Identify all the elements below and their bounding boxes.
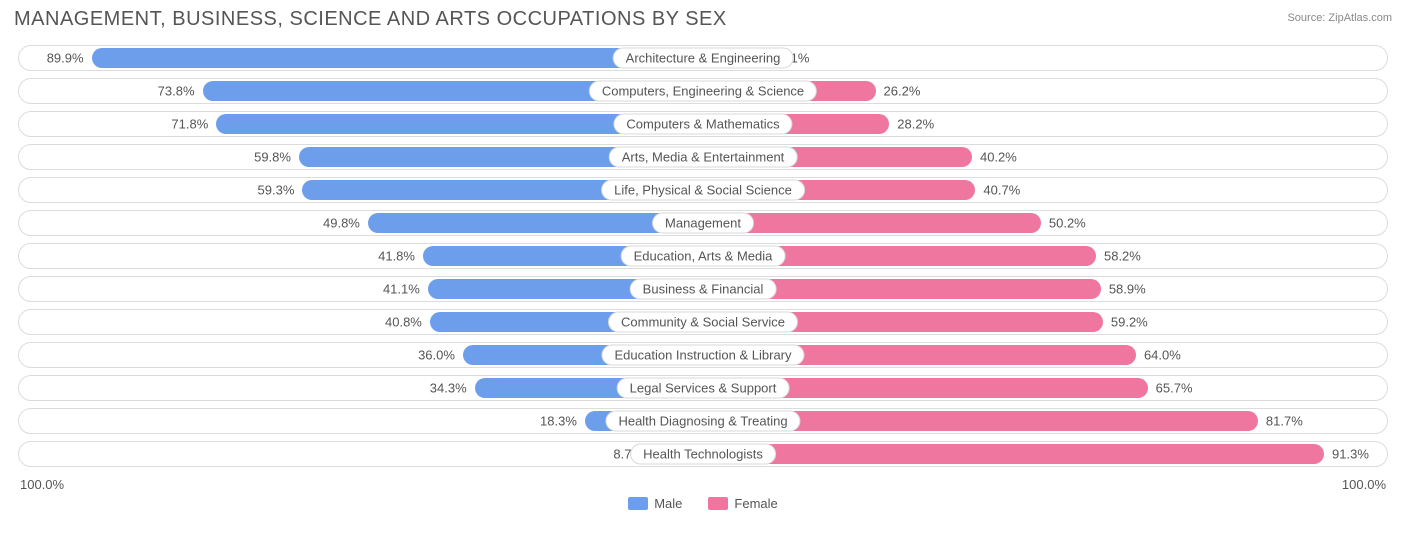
female-pct: 58.9% (1101, 282, 1146, 297)
chart-source: Source: ZipAtlas.com (1287, 8, 1392, 24)
male-pct: 34.3% (430, 381, 475, 396)
bar-row: 41.1% 58.9% Business & Financial (14, 276, 1392, 302)
female-pct: 40.7% (975, 183, 1020, 198)
male-pct: 59.8% (254, 150, 299, 165)
male-pct: 36.0% (418, 348, 463, 363)
bar-row: 34.3% 65.7% Legal Services & Support (14, 375, 1392, 401)
female-pct: 50.2% (1041, 216, 1086, 231)
male-bar (92, 48, 703, 68)
category-label: Arts, Media & Entertainment (609, 147, 798, 168)
female-pct: 65.7% (1148, 381, 1193, 396)
category-label: Education Instruction & Library (601, 345, 804, 366)
male-pct: 18.3% (540, 414, 585, 429)
swatch-male (628, 497, 648, 510)
legend: Male Female (14, 496, 1392, 511)
category-label: Life, Physical & Social Science (601, 180, 805, 201)
category-label: Architecture & Engineering (613, 48, 794, 69)
axis-right-label: 100.0% (1342, 477, 1386, 492)
chart-rows: 89.9%10.1%Architecture & Engineering 73.8… (14, 45, 1392, 467)
male-pct: 41.8% (378, 249, 423, 264)
x-axis: 100.0% 100.0% (14, 477, 1392, 492)
category-label: Education, Arts & Media (621, 246, 786, 267)
category-label: Business & Financial (630, 279, 777, 300)
bar-row: 40.8% 59.2% Community & Social Service (14, 309, 1392, 335)
female-pct: 26.2% (876, 84, 921, 99)
bar-row: 18.3% 81.7% Health Diagnosing & Treating (14, 408, 1392, 434)
female-pct: 58.2% (1096, 249, 1141, 264)
male-pct: 89.9% (47, 51, 92, 66)
category-label: Community & Social Service (608, 312, 798, 333)
chart-header: MANAGEMENT, BUSINESS, SCIENCE AND ARTS O… (14, 8, 1392, 31)
axis-left-label: 100.0% (20, 477, 64, 492)
legend-male-label: Male (654, 496, 682, 511)
bar-row: 8.7%91.3%Health Technologists (14, 441, 1392, 467)
bar-row: 73.8% 26.2% Computers, Engineering & Scien… (14, 78, 1392, 104)
male-pct: 40.8% (385, 315, 430, 330)
male-pct: 73.8% (158, 84, 203, 99)
category-label: Legal Services & Support (617, 378, 790, 399)
female-pct: 64.0% (1136, 348, 1181, 363)
bar-row: 71.8% 28.2% Computers & Mathematics (14, 111, 1392, 137)
bar-row: 36.0% 64.0% Education Instruction & Librar… (14, 342, 1392, 368)
category-label: Health Technologists (630, 444, 776, 465)
male-pct: 59.3% (258, 183, 303, 198)
female-pct: 91.3% (1324, 447, 1369, 462)
category-label: Management (652, 213, 754, 234)
male-pct: 71.8% (171, 117, 216, 132)
legend-male: Male (628, 496, 682, 511)
bar-row: 49.8% 50.2% Management (14, 210, 1392, 236)
category-label: Computers & Mathematics (613, 114, 792, 135)
female-bar (703, 444, 1324, 464)
bar-row: 41.8% 58.2% Education, Arts & Media (14, 243, 1392, 269)
chart-title: MANAGEMENT, BUSINESS, SCIENCE AND ARTS O… (14, 8, 727, 31)
male-pct: 49.8% (323, 216, 368, 231)
female-pct: 28.2% (889, 117, 934, 132)
bar-row: 59.3% 40.7% Life, Physical & Social Scienc… (14, 177, 1392, 203)
category-label: Computers, Engineering & Science (589, 81, 817, 102)
bar-row: 59.8% 40.2% Arts, Media & Entertainment (14, 144, 1392, 170)
female-pct: 81.7% (1258, 414, 1303, 429)
male-pct: 41.1% (383, 282, 428, 297)
swatch-female (708, 497, 728, 510)
legend-female: Female (708, 496, 777, 511)
female-pct: 40.2% (972, 150, 1017, 165)
female-pct: 59.2% (1103, 315, 1148, 330)
category-label: Health Diagnosing & Treating (605, 411, 800, 432)
bar-row: 89.9%10.1%Architecture & Engineering (14, 45, 1392, 71)
legend-female-label: Female (734, 496, 777, 511)
